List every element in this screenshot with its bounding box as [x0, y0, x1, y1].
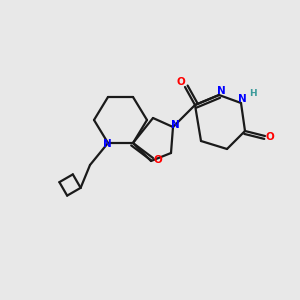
Text: N: N — [217, 86, 225, 96]
Text: H: H — [249, 88, 257, 98]
Text: N: N — [103, 139, 111, 149]
Text: O: O — [154, 155, 162, 165]
Text: O: O — [266, 132, 274, 142]
Text: N: N — [171, 120, 179, 130]
Text: O: O — [177, 77, 185, 87]
Text: N: N — [238, 94, 246, 104]
